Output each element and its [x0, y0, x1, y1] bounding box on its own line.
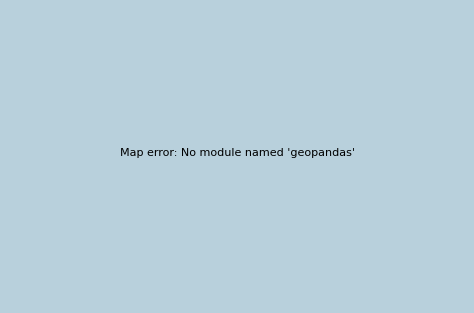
Text: Map error: No module named 'geopandas': Map error: No module named 'geopandas'	[119, 148, 355, 158]
